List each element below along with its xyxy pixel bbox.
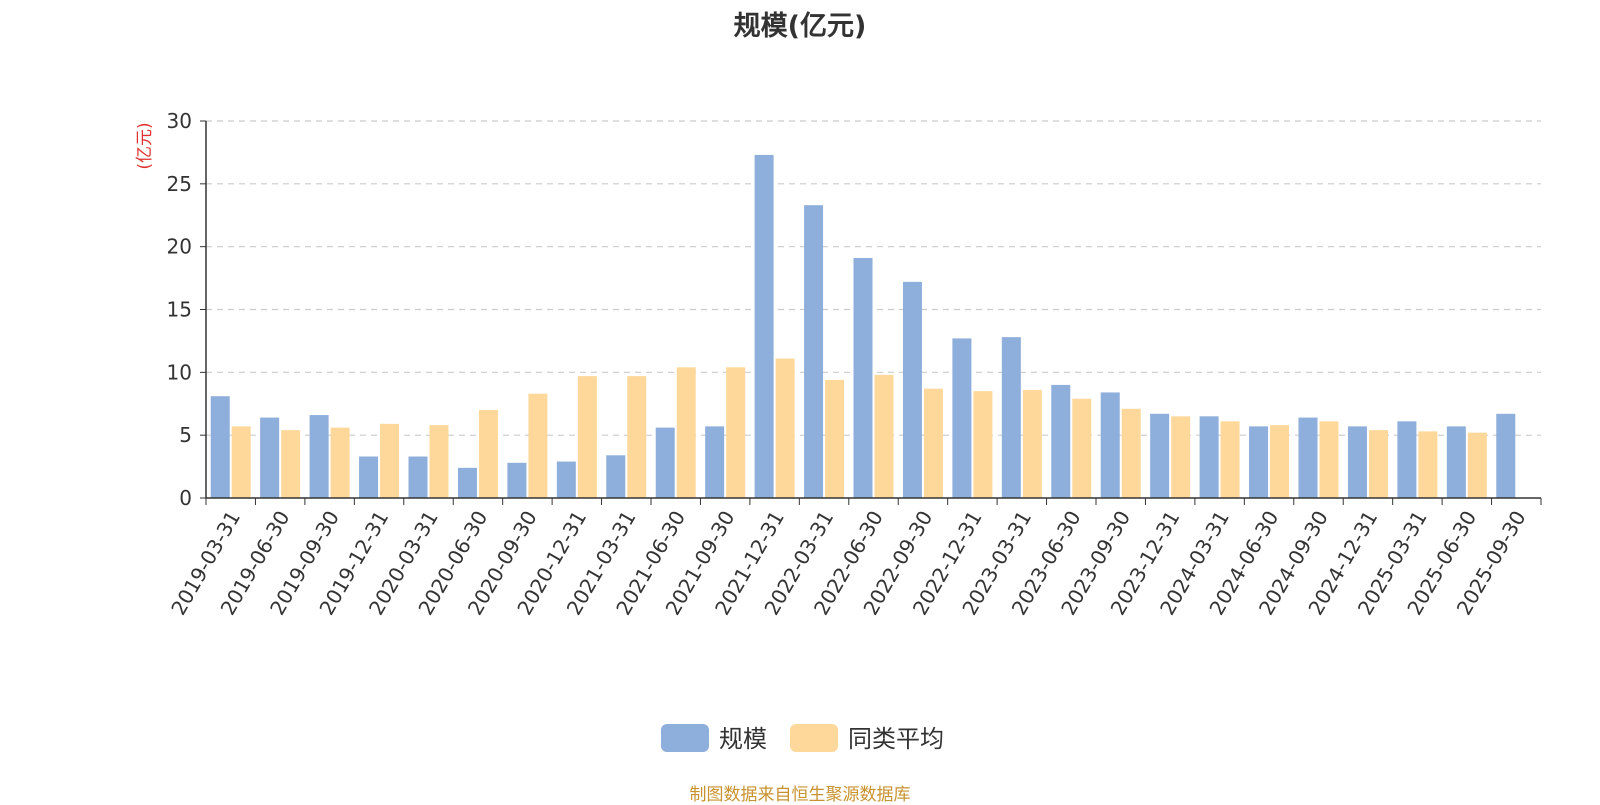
bar-peer-average[interactable] xyxy=(775,358,795,498)
bar-scale[interactable] xyxy=(606,455,626,498)
grid-lines xyxy=(206,120,1541,436)
bar-scale[interactable] xyxy=(1446,426,1466,498)
bar-peer-average[interactable] xyxy=(1022,389,1042,498)
bar-scale[interactable] xyxy=(210,396,230,498)
bar-scale[interactable] xyxy=(1249,426,1269,498)
bar-peer-average[interactable] xyxy=(1072,398,1092,498)
bar-peer-average[interactable] xyxy=(1467,432,1487,498)
bar-peer-average[interactable] xyxy=(478,410,498,498)
bar-peer-average[interactable] xyxy=(973,391,993,498)
bar-peer-average[interactable] xyxy=(1220,421,1240,498)
bar-scale[interactable] xyxy=(804,205,824,499)
bar-peer-average[interactable] xyxy=(380,423,400,498)
legend-swatch xyxy=(790,724,838,752)
bar-scale[interactable] xyxy=(1347,426,1367,498)
bar-peer-average[interactable] xyxy=(874,374,894,498)
bar-scale[interactable] xyxy=(556,461,576,498)
bar-peer-average[interactable] xyxy=(429,425,449,498)
bars xyxy=(210,154,1516,499)
bar-peer-average[interactable] xyxy=(231,426,251,498)
legend-swatch xyxy=(661,724,709,752)
bar-scale[interactable] xyxy=(655,427,675,498)
bar-peer-average[interactable] xyxy=(676,367,696,498)
bar-scale[interactable] xyxy=(754,154,774,498)
y-tick-label: 20 xyxy=(167,235,192,259)
legend-item-peer-average[interactable]: 同类平均 xyxy=(790,724,944,753)
bar-scale[interactable] xyxy=(1199,416,1219,498)
axes: 051015202530(亿元)2019-03-312019-06-302019… xyxy=(135,109,1542,619)
y-tick-label: 30 xyxy=(167,109,192,133)
legend[interactable]: 规模 同类平均 xyxy=(661,724,944,753)
bar-scale[interactable] xyxy=(952,338,972,498)
y-tick-label: 10 xyxy=(167,360,192,384)
bar-scale[interactable] xyxy=(705,426,725,498)
bar-scale[interactable] xyxy=(1100,392,1120,498)
source-note: 制图数据来自恒生聚源数据库 xyxy=(689,785,911,805)
bar-scale[interactable] xyxy=(902,281,922,498)
y-tick-label: 25 xyxy=(167,172,192,196)
bar-peer-average[interactable] xyxy=(1270,425,1290,498)
bar-peer-average[interactable] xyxy=(1319,421,1339,498)
legend-item-scale[interactable]: 规模 xyxy=(661,724,767,753)
bar-scale[interactable] xyxy=(1397,421,1417,498)
bar-scale[interactable] xyxy=(309,415,329,498)
legend-label: 规模 xyxy=(719,725,767,753)
bar-scale[interactable] xyxy=(1150,413,1170,498)
bar-peer-average[interactable] xyxy=(825,379,845,498)
bar-peer-average[interactable] xyxy=(330,427,350,498)
bar-scale[interactable] xyxy=(408,456,428,498)
bar-peer-average[interactable] xyxy=(281,430,301,498)
y-axis-unit: (亿元) xyxy=(135,122,155,169)
bar-scale[interactable] xyxy=(1001,337,1021,498)
bar-scale[interactable] xyxy=(507,462,527,498)
bar-peer-average[interactable] xyxy=(1368,430,1388,498)
bar-peer-average[interactable] xyxy=(1121,408,1141,498)
bar-peer-average[interactable] xyxy=(1418,431,1438,498)
bar-peer-average[interactable] xyxy=(726,367,746,498)
bar-scale[interactable] xyxy=(1298,417,1318,498)
bar-scale[interactable] xyxy=(457,467,477,498)
bar-peer-average[interactable] xyxy=(1171,416,1191,498)
y-tick-label: 15 xyxy=(167,298,192,322)
chart-title: 规模(亿元) xyxy=(733,11,867,42)
y-tick-label: 0 xyxy=(179,486,192,510)
bar-scale[interactable] xyxy=(260,417,280,498)
bar-scale[interactable] xyxy=(359,456,379,498)
bar-peer-average[interactable] xyxy=(528,393,548,498)
bar-scale[interactable] xyxy=(853,257,873,498)
bar-scale[interactable] xyxy=(1496,413,1516,498)
bar-peer-average[interactable] xyxy=(627,376,647,498)
bar-peer-average[interactable] xyxy=(923,388,943,498)
legend-label: 同类平均 xyxy=(848,725,944,753)
bar-peer-average[interactable] xyxy=(577,376,597,498)
bar-scale[interactable] xyxy=(1051,384,1071,498)
y-tick-label: 5 xyxy=(179,423,192,447)
